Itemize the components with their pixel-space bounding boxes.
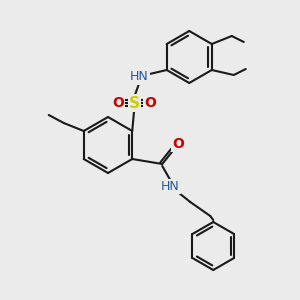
- Text: O: O: [144, 96, 156, 110]
- Text: O: O: [112, 96, 124, 110]
- Text: HN: HN: [130, 70, 148, 83]
- Text: S: S: [129, 95, 140, 110]
- Text: HN: HN: [161, 179, 180, 193]
- Text: O: O: [172, 137, 184, 151]
